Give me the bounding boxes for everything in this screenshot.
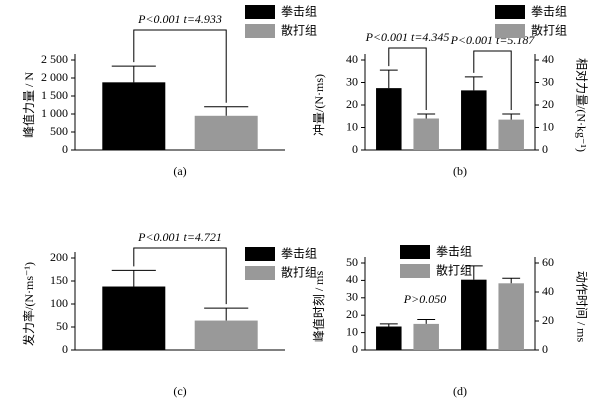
tick-label: 0	[352, 142, 358, 156]
y-axis-label: 峰值力量 / N	[21, 72, 36, 138]
bar	[102, 82, 166, 150]
legend-swatch	[245, 247, 275, 261]
legend-swatch	[400, 245, 430, 259]
legend-swatch	[495, 24, 525, 38]
tick-label: 200	[50, 250, 68, 264]
panel-label: (d)	[453, 384, 467, 398]
bar	[498, 119, 524, 150]
error-bar	[502, 113, 521, 120]
tick-label: 50	[346, 255, 358, 269]
tick-label: 0	[542, 342, 548, 356]
error-bar	[417, 319, 436, 324]
y-axis-label: 冲量/(N·ms)	[311, 74, 326, 136]
significance-bracket	[133, 29, 227, 103]
legend-swatch	[245, 266, 275, 280]
y-axis-label: 峰值时刻 / ms	[311, 271, 326, 343]
tick-label: 0	[352, 342, 358, 356]
tick-label: 20	[542, 97, 554, 111]
legend-label: 拳击组	[281, 246, 317, 261]
annotation: P>0.050	[403, 292, 446, 306]
tick-label: 500	[50, 124, 68, 138]
axis-line	[364, 54, 536, 151]
bar	[413, 118, 439, 150]
tick-label: 30	[542, 74, 554, 88]
tick-label: 2 500	[41, 52, 68, 66]
y2-axis-label: 动作时间 / ms	[574, 271, 588, 343]
significance-bracket	[388, 47, 427, 110]
error-bar	[379, 69, 398, 89]
legend-label: 拳击组	[436, 244, 472, 259]
significance-bracket	[133, 247, 227, 305]
significance-bracket	[473, 50, 512, 110]
error-bar	[204, 106, 249, 116]
tick-label: 20	[346, 97, 358, 111]
tick-label: 150	[50, 273, 68, 287]
bar	[194, 320, 258, 350]
error-bar	[111, 269, 156, 287]
panel-label: (a)	[173, 164, 186, 178]
legend-swatch	[495, 5, 525, 19]
bar	[461, 90, 487, 150]
legend-swatch	[245, 5, 275, 19]
tick-label: 40	[542, 284, 554, 298]
tick-label: 30	[346, 290, 358, 304]
tick-label: 40	[542, 52, 554, 66]
tick-label: 50	[56, 319, 68, 333]
tick-label: 1 000	[41, 106, 68, 120]
error-bar	[417, 113, 436, 119]
bar	[376, 88, 402, 150]
annotation: P<0.001 t=4.933	[137, 12, 222, 26]
error-bar	[111, 65, 156, 83]
panel-label: (b)	[453, 164, 467, 178]
tick-label: 20	[542, 313, 554, 327]
legend-label: 拳击组	[531, 4, 567, 19]
annotation: P<0.001 t=4.345	[365, 30, 450, 44]
bar	[461, 279, 487, 350]
annotation: P<0.001 t=4.721	[137, 230, 222, 244]
tick-label: 0	[62, 142, 68, 156]
legend-label: 散打组	[531, 23, 567, 38]
tick-label: 30	[346, 74, 358, 88]
tick-label: 1 500	[41, 88, 68, 102]
legend-label: 散打组	[281, 265, 317, 280]
tick-label: 0	[62, 342, 68, 356]
error-bar	[204, 307, 249, 321]
legend-swatch	[400, 264, 430, 278]
panel-label: (c)	[173, 384, 186, 398]
tick-label: 20	[346, 307, 358, 321]
tick-label: 40	[346, 52, 358, 66]
tick-label: 10	[346, 119, 358, 133]
y2-axis-label: 相对力量/(N·kg⁻¹)	[574, 58, 588, 152]
tick-label: 40	[346, 272, 358, 286]
bar	[413, 323, 439, 350]
tick-label: 2 000	[41, 70, 68, 84]
bar	[102, 286, 166, 350]
tick-label: 0	[542, 142, 548, 156]
tick-label: 60	[542, 255, 554, 269]
legend-label: 拳击组	[281, 4, 317, 19]
y-axis-label: 发力率/(N·ms⁻¹)	[21, 262, 36, 346]
bar	[194, 115, 258, 150]
axis-line	[364, 257, 536, 351]
legend-label: 散打组	[436, 263, 472, 278]
error-bar	[379, 323, 398, 327]
legend-label: 散打组	[281, 23, 317, 38]
tick-label: 100	[50, 296, 68, 310]
error-bar	[464, 76, 483, 91]
tick-label: 10	[346, 324, 358, 338]
bar	[498, 283, 524, 350]
tick-label: 10	[542, 119, 554, 133]
legend-swatch	[245, 24, 275, 38]
error-bar	[464, 265, 483, 280]
error-bar	[502, 277, 521, 284]
bar	[376, 326, 402, 350]
